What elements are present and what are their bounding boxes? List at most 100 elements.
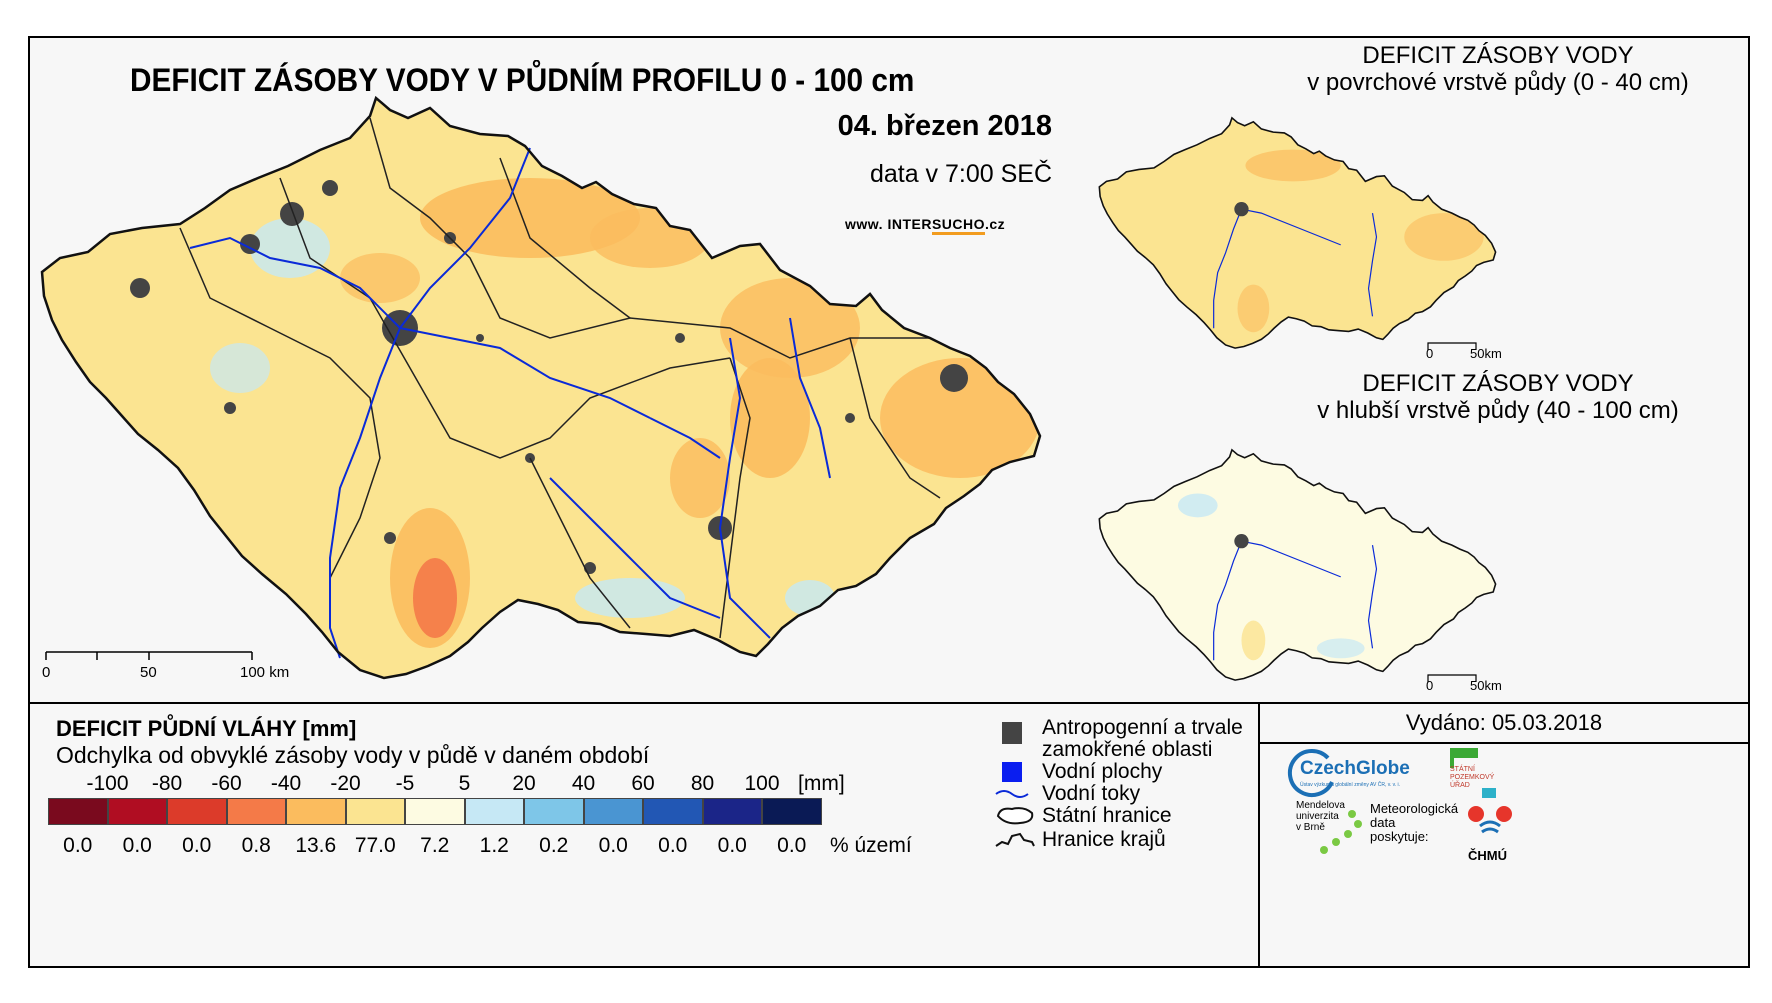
czechglobe-logo: CzechGlobe Ústav výzkumu globální změny … <box>1287 748 1424 798</box>
meteo-text: Meteorologická data poskytuje: <box>1370 802 1458 844</box>
key-region-border-label: Hranice krajů <box>1042 828 1166 851</box>
inset-top-title-line1: DEFICIT ZÁSOBY VODY <box>1362 42 1634 69</box>
main-map-time: data v 7:00 SEČ <box>869 160 1052 188</box>
main-map-date: 04. březen 2018 <box>837 110 1052 142</box>
key-water-bodies-label: Vodní plochy <box>1042 760 1163 783</box>
legend-pct-label: 0.0 <box>122 834 152 857</box>
key-urban-label-2: zamokřené oblasti <box>1042 738 1213 761</box>
legend-pct-label: 0.0 <box>658 834 688 857</box>
legend-tick-label: 40 <box>571 772 596 795</box>
legend-color-box <box>286 798 346 825</box>
legend-title: DEFICIT PŮDNÍ VLÁHY [mm] <box>56 716 357 741</box>
mendel-logo: Mendelova univerzita v Brně <box>1296 798 1366 888</box>
spu-line1: STÁTNÍ <box>1450 766 1475 773</box>
main-scale-label-100: 100 km <box>240 664 290 681</box>
inset-top-title-line2: v povrchové vrstvě půdy (0 - 40 cm) <box>1307 69 1689 96</box>
inset-bottom-map <box>1098 449 1497 681</box>
website-link[interactable]: www. INTERSUCHO.cz <box>845 216 1006 235</box>
region-border-icon <box>995 832 1035 847</box>
inset-top-title: DEFICIT ZÁSOBY VODY v povrchové vrstvě p… <box>1258 42 1738 96</box>
mendel-line1: Mendelova <box>1296 800 1345 811</box>
mendel-line3: v Brně <box>1296 822 1325 833</box>
legend-color-box <box>702 798 762 825</box>
legend-unit: [mm] <box>798 772 845 795</box>
legend-pct-label: 0.0 <box>717 834 747 857</box>
issued-hdivider <box>1260 742 1748 744</box>
legend-pct-label: 0.2 <box>539 834 569 857</box>
map-frame: DEFICIT ZÁSOBY VODY V PŮDNÍM PROFILU 0 -… <box>28 36 1750 968</box>
key-rivers-label: Vodní toky <box>1042 782 1141 805</box>
inset-bottom-title: DEFICIT ZÁSOBY VODY v hlubší vrstvě půdy… <box>1258 370 1738 424</box>
inset-bottom-title-line1: DEFICIT ZÁSOBY VODY <box>1362 370 1634 397</box>
inset-top-map <box>1098 117 1497 349</box>
inset-bottom-scale-bar <box>1427 674 1477 682</box>
legend-color-box <box>464 798 524 825</box>
spu-line2: POZEMKOVÝ <box>1450 774 1495 781</box>
meteo-line1: Meteorologická <box>1370 801 1459 816</box>
legend-tick-label: 20 <box>512 772 536 795</box>
main-map-title: DEFICIT ZÁSOBY VODY V PŮDNÍM PROFILU 0 -… <box>130 62 915 98</box>
legend-pct-label: 7.2 <box>420 834 450 857</box>
legend-tick-label: 5 <box>458 772 471 795</box>
mendel-line2: univerzita <box>1296 811 1339 822</box>
spu-bar-icon-2 <box>1450 748 1454 768</box>
inset-bottom-scale-0: 0 <box>1426 678 1434 693</box>
legend-pct-label: 0.0 <box>777 834 807 857</box>
spu-bar-icon <box>1450 748 1478 758</box>
legend-pct-label: 0.0 <box>63 834 93 857</box>
website-suffix: .cz <box>985 216 1006 232</box>
main-map <box>40 96 1042 680</box>
deficit-areas <box>210 178 1040 648</box>
chmu-label: ČHMÚ <box>1468 848 1507 863</box>
spu-text: STÁTNÍ POZEMKOVÝ ÚŘAD <box>1450 766 1494 790</box>
water-body-symbol <box>1002 762 1022 782</box>
legend-color-box <box>524 798 584 825</box>
legend-color-box <box>226 798 286 825</box>
legend-pct-unit: % území <box>830 834 912 857</box>
legend-pct-label: 77.0 <box>354 834 396 857</box>
legend-color-box <box>167 798 227 825</box>
legend-pct-label: 0.8 <box>241 834 271 857</box>
inset-top-scale-0: 0 <box>1426 346 1434 361</box>
legend-divider <box>30 702 1748 704</box>
mendel-text: Mendelova univerzita v Brně <box>1296 800 1345 833</box>
legend-pct-label: 0.0 <box>598 834 628 857</box>
meteo-line3: poskytuje: <box>1370 829 1429 844</box>
meteo-line2: data <box>1370 815 1396 830</box>
legend-tick-label: 60 <box>631 772 655 795</box>
legend-tick-label: -20 <box>330 772 361 795</box>
legend-tick-label: -100 <box>86 772 129 795</box>
issued-divider <box>1258 704 1260 966</box>
legend-tick-label: -60 <box>211 772 242 795</box>
main-scale-label-0: 0 <box>42 664 51 681</box>
state-border-icon <box>996 807 1034 825</box>
website-highlight: SUCHO <box>931 216 985 235</box>
legend-color-box <box>643 798 703 825</box>
chmu-provider: Meteorologická data poskytuje: ČHMÚ <box>1370 788 1540 898</box>
issued-date: Vydáno: 05.03.2018 <box>1405 710 1603 735</box>
website-mid: INTER <box>887 216 932 232</box>
inset-bottom-scale-50: 50km <box>1470 678 1502 693</box>
river-symbol-icon <box>995 790 1029 798</box>
legend-color-box <box>405 798 465 825</box>
legend-color-box <box>48 798 108 825</box>
spu-logo: STÁTNÍ POZEMKOVÝ ÚŘAD <box>1450 748 1520 798</box>
legend-color-box <box>107 798 167 825</box>
legend-tick-label: 100 <box>744 772 780 795</box>
legend-tick-label: 80 <box>690 772 715 795</box>
main-scale-label-50: 50 <box>140 664 157 681</box>
czechglobe-ring-icon <box>1287 749 1334 797</box>
legend-pct-label: 0.0 <box>182 834 212 857</box>
rivers <box>189 147 831 659</box>
legend-tick-label: -5 <box>395 772 415 795</box>
czechglobe-name: CzechGlobe <box>1300 758 1410 779</box>
legend-tick-label: -40 <box>270 772 302 795</box>
mendel-dots-icon <box>1320 810 1362 854</box>
legend-subtitle: Odchylka od obvyklé zásoby vody v půdě v… <box>56 742 650 768</box>
urban-area-symbol <box>1002 722 1022 744</box>
key-state-border-label: Státní hranice <box>1042 804 1172 827</box>
main-scale-bar <box>45 651 253 660</box>
legend-color-box <box>345 798 405 825</box>
legend-tick-label: -80 <box>151 772 183 795</box>
inset-top-scale-50: 50km <box>1470 346 1502 361</box>
